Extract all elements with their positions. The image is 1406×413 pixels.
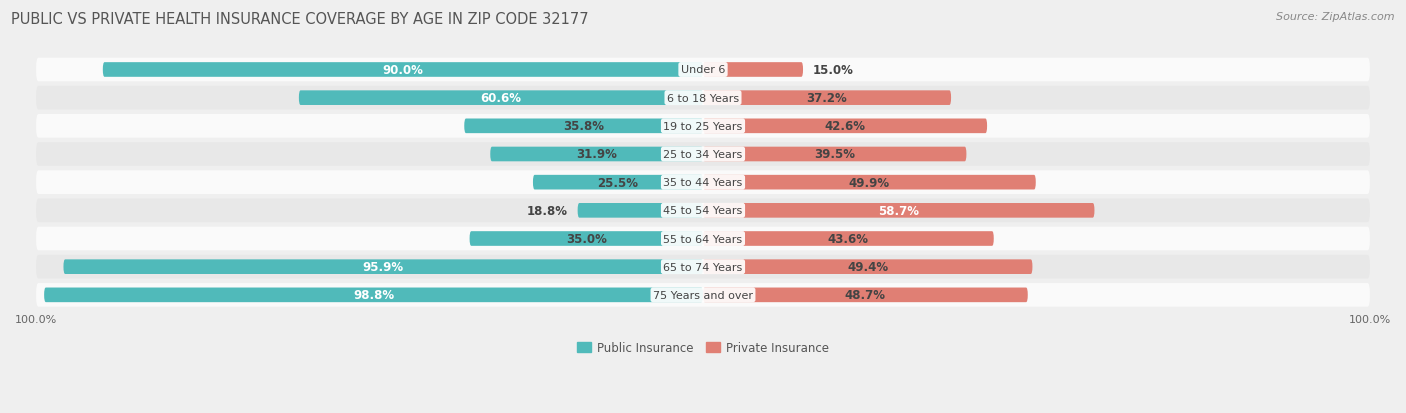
FancyBboxPatch shape <box>533 176 703 190</box>
Text: 90.0%: 90.0% <box>382 64 423 77</box>
Text: 43.6%: 43.6% <box>828 233 869 245</box>
FancyBboxPatch shape <box>44 288 703 302</box>
Text: 39.5%: 39.5% <box>814 148 855 161</box>
FancyBboxPatch shape <box>37 87 1369 110</box>
FancyBboxPatch shape <box>37 171 1369 195</box>
Text: 15.0%: 15.0% <box>813 64 853 77</box>
FancyBboxPatch shape <box>37 59 1369 82</box>
Text: 35.8%: 35.8% <box>564 120 605 133</box>
FancyBboxPatch shape <box>63 260 703 274</box>
FancyBboxPatch shape <box>703 63 803 78</box>
Text: 65 to 74 Years: 65 to 74 Years <box>664 262 742 272</box>
FancyBboxPatch shape <box>37 143 1369 166</box>
Text: 49.9%: 49.9% <box>849 176 890 189</box>
Text: 31.9%: 31.9% <box>576 148 617 161</box>
Text: Under 6: Under 6 <box>681 65 725 75</box>
FancyBboxPatch shape <box>37 227 1369 251</box>
FancyBboxPatch shape <box>470 232 703 246</box>
Text: 25.5%: 25.5% <box>598 176 638 189</box>
Text: Source: ZipAtlas.com: Source: ZipAtlas.com <box>1277 12 1395 22</box>
FancyBboxPatch shape <box>703 119 987 134</box>
Text: 35.0%: 35.0% <box>565 233 607 245</box>
Text: 60.6%: 60.6% <box>481 92 522 105</box>
FancyBboxPatch shape <box>464 119 703 134</box>
Text: 42.6%: 42.6% <box>824 120 866 133</box>
FancyBboxPatch shape <box>491 147 703 162</box>
FancyBboxPatch shape <box>37 115 1369 138</box>
Text: 19 to 25 Years: 19 to 25 Years <box>664 121 742 131</box>
FancyBboxPatch shape <box>703 260 1032 274</box>
FancyBboxPatch shape <box>578 204 703 218</box>
Text: 37.2%: 37.2% <box>807 92 848 105</box>
FancyBboxPatch shape <box>37 283 1369 307</box>
FancyBboxPatch shape <box>703 147 966 162</box>
FancyBboxPatch shape <box>703 176 1036 190</box>
FancyBboxPatch shape <box>703 232 994 246</box>
Text: 75 Years and over: 75 Years and over <box>652 290 754 300</box>
Text: 48.7%: 48.7% <box>845 289 886 301</box>
Text: 18.8%: 18.8% <box>527 204 568 217</box>
Text: 58.7%: 58.7% <box>879 204 920 217</box>
Text: 95.9%: 95.9% <box>363 261 404 273</box>
Text: 35 to 44 Years: 35 to 44 Years <box>664 178 742 188</box>
FancyBboxPatch shape <box>703 288 1028 302</box>
Text: 98.8%: 98.8% <box>353 289 394 301</box>
Text: 45 to 54 Years: 45 to 54 Years <box>664 206 742 216</box>
FancyBboxPatch shape <box>103 63 703 78</box>
Text: 6 to 18 Years: 6 to 18 Years <box>666 93 740 103</box>
FancyBboxPatch shape <box>37 255 1369 279</box>
FancyBboxPatch shape <box>703 204 1094 218</box>
Text: 25 to 34 Years: 25 to 34 Years <box>664 150 742 159</box>
Text: 49.4%: 49.4% <box>848 261 889 273</box>
Text: 55 to 64 Years: 55 to 64 Years <box>664 234 742 244</box>
FancyBboxPatch shape <box>703 91 950 106</box>
FancyBboxPatch shape <box>299 91 703 106</box>
Legend: Public Insurance, Private Insurance: Public Insurance, Private Insurance <box>572 337 834 359</box>
FancyBboxPatch shape <box>37 199 1369 223</box>
Text: PUBLIC VS PRIVATE HEALTH INSURANCE COVERAGE BY AGE IN ZIP CODE 32177: PUBLIC VS PRIVATE HEALTH INSURANCE COVER… <box>11 12 589 27</box>
